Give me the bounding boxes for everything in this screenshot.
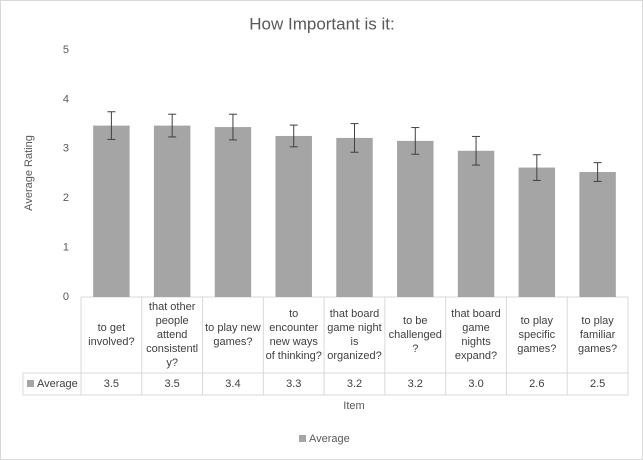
category-cell: to encounter new ways of thinking? [265, 308, 322, 362]
bar [275, 135, 312, 297]
category-cell: to play familiar games? [578, 315, 618, 355]
bar [518, 167, 556, 297]
error-bar [168, 113, 177, 138]
legend-swatch [27, 380, 34, 387]
error-bar [472, 135, 481, 166]
category-cell: that board game nights expand? [451, 308, 501, 362]
value-cell: 3.5 [103, 378, 120, 390]
y-tick-label: 5 [63, 44, 69, 56]
error-bar [411, 127, 420, 155]
error-bar [228, 113, 237, 141]
error-bar [107, 111, 116, 140]
error-bar [593, 162, 602, 182]
value-cell: 3.0 [468, 378, 484, 390]
legend-swatch [299, 435, 306, 442]
bar [336, 137, 373, 297]
bar [153, 125, 191, 297]
table-legend-key: Average [37, 378, 78, 390]
value-cell: 3.3 [286, 378, 302, 390]
error-bar [289, 124, 298, 148]
value-cell: 3.2 [407, 378, 423, 390]
y-tick-label: 3 [63, 143, 69, 155]
category-cell: to be challenged? [388, 315, 442, 355]
error-bar [532, 154, 541, 181]
value-cell: 2.5 [589, 378, 606, 390]
error-bar [350, 123, 359, 153]
y-tick-label: 2 [63, 192, 69, 204]
category-cell: to get involved? [88, 322, 135, 348]
category-cell: to play new games? [205, 322, 261, 348]
chart-title: How Important is it: [249, 14, 395, 33]
bar [457, 150, 495, 297]
value-cell: 3.5 [164, 378, 180, 390]
x-axis-label: Item [343, 400, 364, 412]
value-cell: 2.6 [529, 378, 545, 390]
y-tick-label: 1 [63, 242, 69, 254]
category-cell: to play specific games? [517, 315, 557, 355]
y-tick-label: 4 [63, 93, 69, 105]
y-axis-label: Average Rating [23, 135, 35, 211]
bar [214, 127, 252, 298]
bar [93, 125, 130, 297]
value-cell: 3.4 [225, 378, 241, 390]
bar [579, 172, 616, 297]
category-cell: that other people attend consistently? [146, 301, 199, 369]
legend-label: Average [309, 433, 350, 445]
value-cell: 3.2 [346, 378, 363, 390]
y-tick-label: 0 [63, 291, 69, 303]
bar [397, 140, 434, 297]
category-cell: that board game night is organized? [327, 308, 382, 362]
